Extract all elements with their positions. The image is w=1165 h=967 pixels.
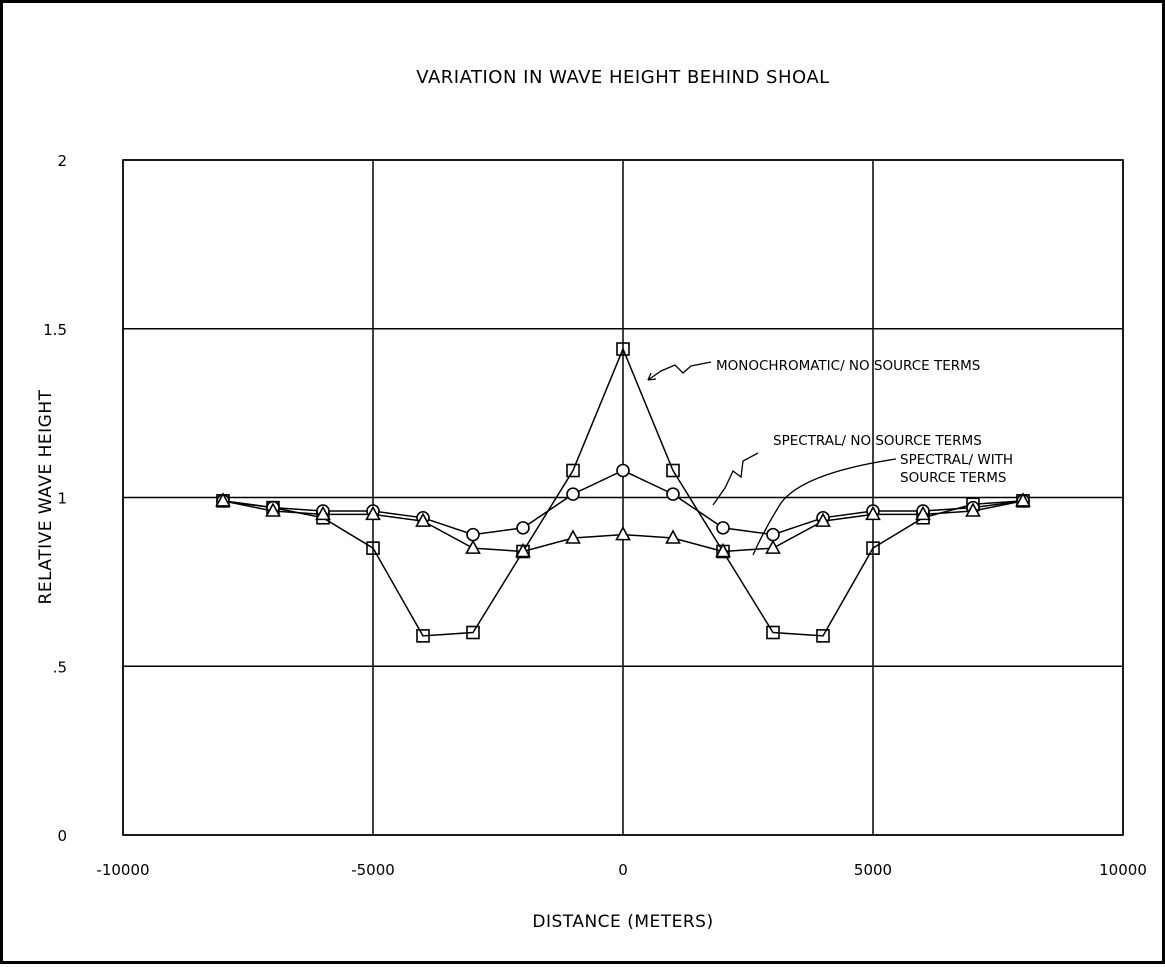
marker-square-12 [816,629,830,643]
marker-triangle-8 [615,525,631,541]
annotations: MONOCHROMATIC/ NO SOURCE TERMS SPECTRAL/ … [647,358,1013,556]
annotation-monochromatic: MONOCHROMATIC/ NO SOURCE TERMS [716,358,980,374]
marker-square-5 [466,625,480,640]
plot-area [122,159,1124,836]
annotation-line-1: SPECTRAL/ WITH [900,452,1013,468]
marker-circle-8 [616,463,630,478]
tick-labels: -10000 -5000 0 5000 10000 0 .5 1 1.5 2 [43,152,1147,879]
marker-triangle-9 [665,529,681,544]
marker-triangle-4 [415,512,431,527]
series [215,342,1031,643]
leader-arrowhead-monochromatic [647,372,657,381]
marker-triangle-11 [765,539,781,554]
marker-square-11 [766,625,780,640]
marker-triangle-12 [815,512,831,527]
annotation-spectral-with-source: SPECTRAL/ WITH SOURCE TERMS [900,452,1013,486]
marker-square-9 [666,463,680,478]
leader-spectral-with-source [752,458,897,556]
marker-triangle-0 [215,492,231,507]
marker-circle-9 [666,487,680,501]
y-axis-label: RELATIVE WAVE HEIGHT [36,389,56,604]
marker-triangle-15 [965,502,981,517]
marker-triangle-3 [365,505,381,521]
y-tick-label-4: 2 [57,152,67,170]
x-axis-label: DISTANCE (METERS) [532,912,713,932]
annotation-spectral-no-source: SPECTRAL/ NO SOURCE TERMS [773,433,982,449]
series-line-square [222,347,1024,637]
marker-triangle-14 [915,505,931,521]
y-tick-label-3: 1.5 [43,321,67,339]
marker-square-13 [866,541,880,555]
x-tick-label-3: 5000 [854,861,892,879]
marker-triangle-5 [465,539,481,554]
annotation-line-2: SOURCE TERMS [900,470,1006,486]
marker-square-4 [416,629,430,643]
marker-triangle-7 [565,529,581,544]
marker-triangle-16 [1015,492,1031,507]
y-tick-label-1: .5 [53,658,67,676]
marker-circle-7 [566,487,580,501]
y-tick-label-0: 0 [57,827,67,845]
y-tick-label-2: 1 [57,490,67,508]
x-tick-label-4: 10000 [1099,861,1147,879]
marker-triangle-13 [865,505,881,521]
leader-spectral-no-source [712,452,759,506]
x-tick-label-1: -5000 [351,861,395,879]
x-tick-label-0: -10000 [96,861,149,879]
marker-triangle-2 [315,505,331,521]
marker-triangle-1 [265,502,281,517]
chart-title: VARIATION IN WAVE HEIGHT BEHIND SHOAL [416,67,829,88]
marker-triangle-10 [715,542,731,558]
series-triangle [215,492,1031,558]
marker-circle-11 [766,527,780,542]
marker-square-3 [366,541,380,555]
marker-circle-5 [466,527,480,542]
wave-height-chart: VARIATION IN WAVE HEIGHT BEHIND SHOAL -1… [36,67,1147,932]
marker-circle-6 [516,521,530,535]
marker-triangle-6 [515,542,531,558]
x-tick-label-2: 0 [618,861,628,879]
marker-circle-10 [716,521,730,535]
leader-monochromatic [647,361,712,381]
marker-square-8 [616,342,630,356]
marker-square-7 [566,463,580,478]
